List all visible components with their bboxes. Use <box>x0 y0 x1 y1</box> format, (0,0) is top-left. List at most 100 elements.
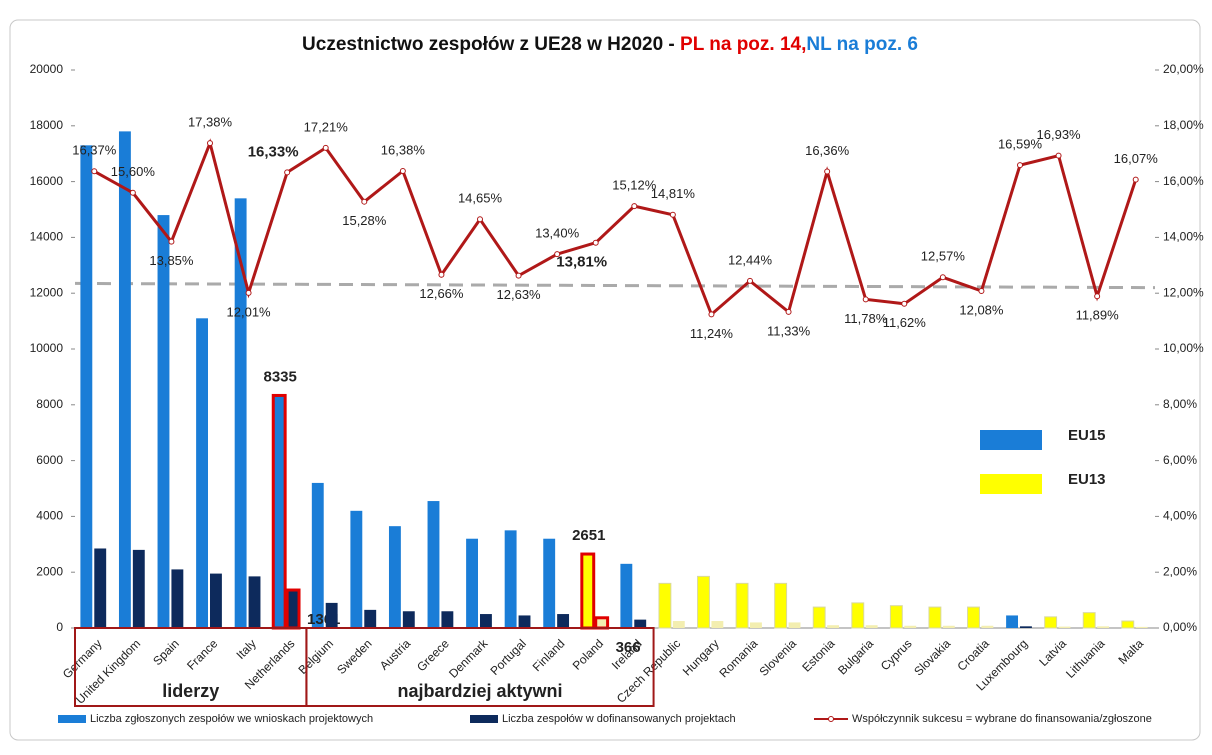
bar <box>580 552 596 630</box>
line-marker <box>245 289 252 296</box>
bar <box>466 538 478 628</box>
line-marker <box>824 168 831 175</box>
chart-title: Uczestnictwo zespołów z UE28 w H2020 - P… <box>302 34 918 55</box>
frame <box>9 19 1201 741</box>
bar <box>981 625 994 628</box>
line-marker <box>129 189 136 196</box>
y-tick-label: 18000 <box>30 118 64 132</box>
legend-label: Współczynnik sukcesu = wybrane do finans… <box>852 713 1152 725</box>
line-label: 12,63% <box>497 287 542 302</box>
line-label: 16,37% <box>72 143 117 158</box>
y2-tick-label: 10,00% <box>1163 341 1204 355</box>
bar <box>350 510 363 628</box>
bar <box>94 548 107 628</box>
bar <box>518 615 531 628</box>
line-label: 16,33% <box>248 143 299 160</box>
line-label: 12,01% <box>227 304 272 319</box>
bar <box>711 621 724 628</box>
line-marker <box>91 168 98 175</box>
y2-tick-label: 2,00% <box>1163 564 1197 578</box>
bar <box>735 582 749 629</box>
line-label: 14,65% <box>458 191 503 206</box>
bar-label: 8335 <box>264 368 297 385</box>
bar <box>132 549 145 628</box>
y-tick-label: 8000 <box>36 397 63 411</box>
line-label: 15,28% <box>342 213 387 228</box>
bar <box>1082 612 1096 629</box>
line-marker <box>1094 293 1101 300</box>
legend-label: EU13 <box>1068 471 1106 488</box>
line-marker <box>939 274 946 281</box>
line-label: 12,66% <box>419 286 464 301</box>
bar <box>1058 626 1071 628</box>
bar <box>594 616 610 630</box>
line <box>93 138 1138 317</box>
line-label: 13,85% <box>149 253 194 268</box>
bar <box>889 605 903 629</box>
line-label: 12,57% <box>921 249 966 264</box>
line-label: 13,40% <box>535 226 580 241</box>
line-marker <box>361 198 368 205</box>
bar-label: 2651 <box>572 527 605 544</box>
line-label: 12,08% <box>959 302 1004 317</box>
bar <box>967 606 980 629</box>
reference-line <box>74 281 1156 290</box>
legend-label: Liczba zespołów w dofinansowanych projek… <box>502 713 736 725</box>
line-label: 13,81% <box>556 254 607 271</box>
bar <box>928 606 942 629</box>
group-label: najbardziej aktywni <box>397 681 562 701</box>
bar <box>388 526 401 628</box>
bar <box>658 582 672 629</box>
legend-swatch <box>980 474 1042 494</box>
line-marker <box>862 296 869 303</box>
line-marker <box>785 308 792 315</box>
y2-tick-label: 14,00% <box>1163 230 1204 244</box>
bar <box>234 198 247 628</box>
line-marker <box>1055 152 1062 159</box>
bar <box>402 611 415 628</box>
bar <box>157 215 170 628</box>
legend-label: EU15 <box>1068 427 1106 444</box>
title-part: NL na poz. 6 <box>806 34 918 55</box>
bar <box>1135 626 1148 628</box>
line-marker <box>708 311 715 318</box>
line-marker <box>978 287 985 294</box>
line-label: 11,62% <box>883 315 927 330</box>
bar <box>285 588 301 630</box>
y2-tick-label: 6,00% <box>1163 453 1197 467</box>
bar <box>827 625 840 628</box>
bar <box>672 621 685 628</box>
y-tick-label: 12000 <box>30 285 64 299</box>
bar <box>80 145 93 628</box>
bar <box>904 625 917 628</box>
bar <box>325 602 338 628</box>
bar <box>480 614 492 628</box>
y2-tick-label: 20,00% <box>1163 62 1204 76</box>
line-marker <box>322 144 329 151</box>
line-label: 16,38% <box>381 142 426 157</box>
group-box <box>305 627 655 707</box>
y2-tick-label: 0,00% <box>1163 620 1197 634</box>
y2-tick-label: 18,00% <box>1163 118 1204 132</box>
line-label: 12,44% <box>728 252 773 267</box>
y-tick-label: 2000 <box>36 564 63 578</box>
bar <box>697 575 710 629</box>
bar <box>543 538 556 628</box>
bar <box>441 611 454 628</box>
line-marker <box>438 271 445 278</box>
line-marker <box>515 272 522 279</box>
line-label: 17,38% <box>188 115 233 130</box>
legend-swatch <box>58 715 86 723</box>
line-marker <box>477 216 483 223</box>
bar <box>427 501 440 628</box>
y2-tick-label: 4,00% <box>1163 509 1197 523</box>
bar <box>1006 615 1018 628</box>
line-marker <box>901 300 908 307</box>
y2-tick-label: 16,00% <box>1163 174 1204 188</box>
legend-swatch <box>470 715 498 723</box>
line-marker <box>1132 176 1139 183</box>
line-label: 17,21% <box>304 119 349 134</box>
y2-tick-label: 12,00% <box>1163 285 1204 299</box>
title-part: Uczestnictwo zespołów z UE28 w H2020 - <box>302 34 680 55</box>
